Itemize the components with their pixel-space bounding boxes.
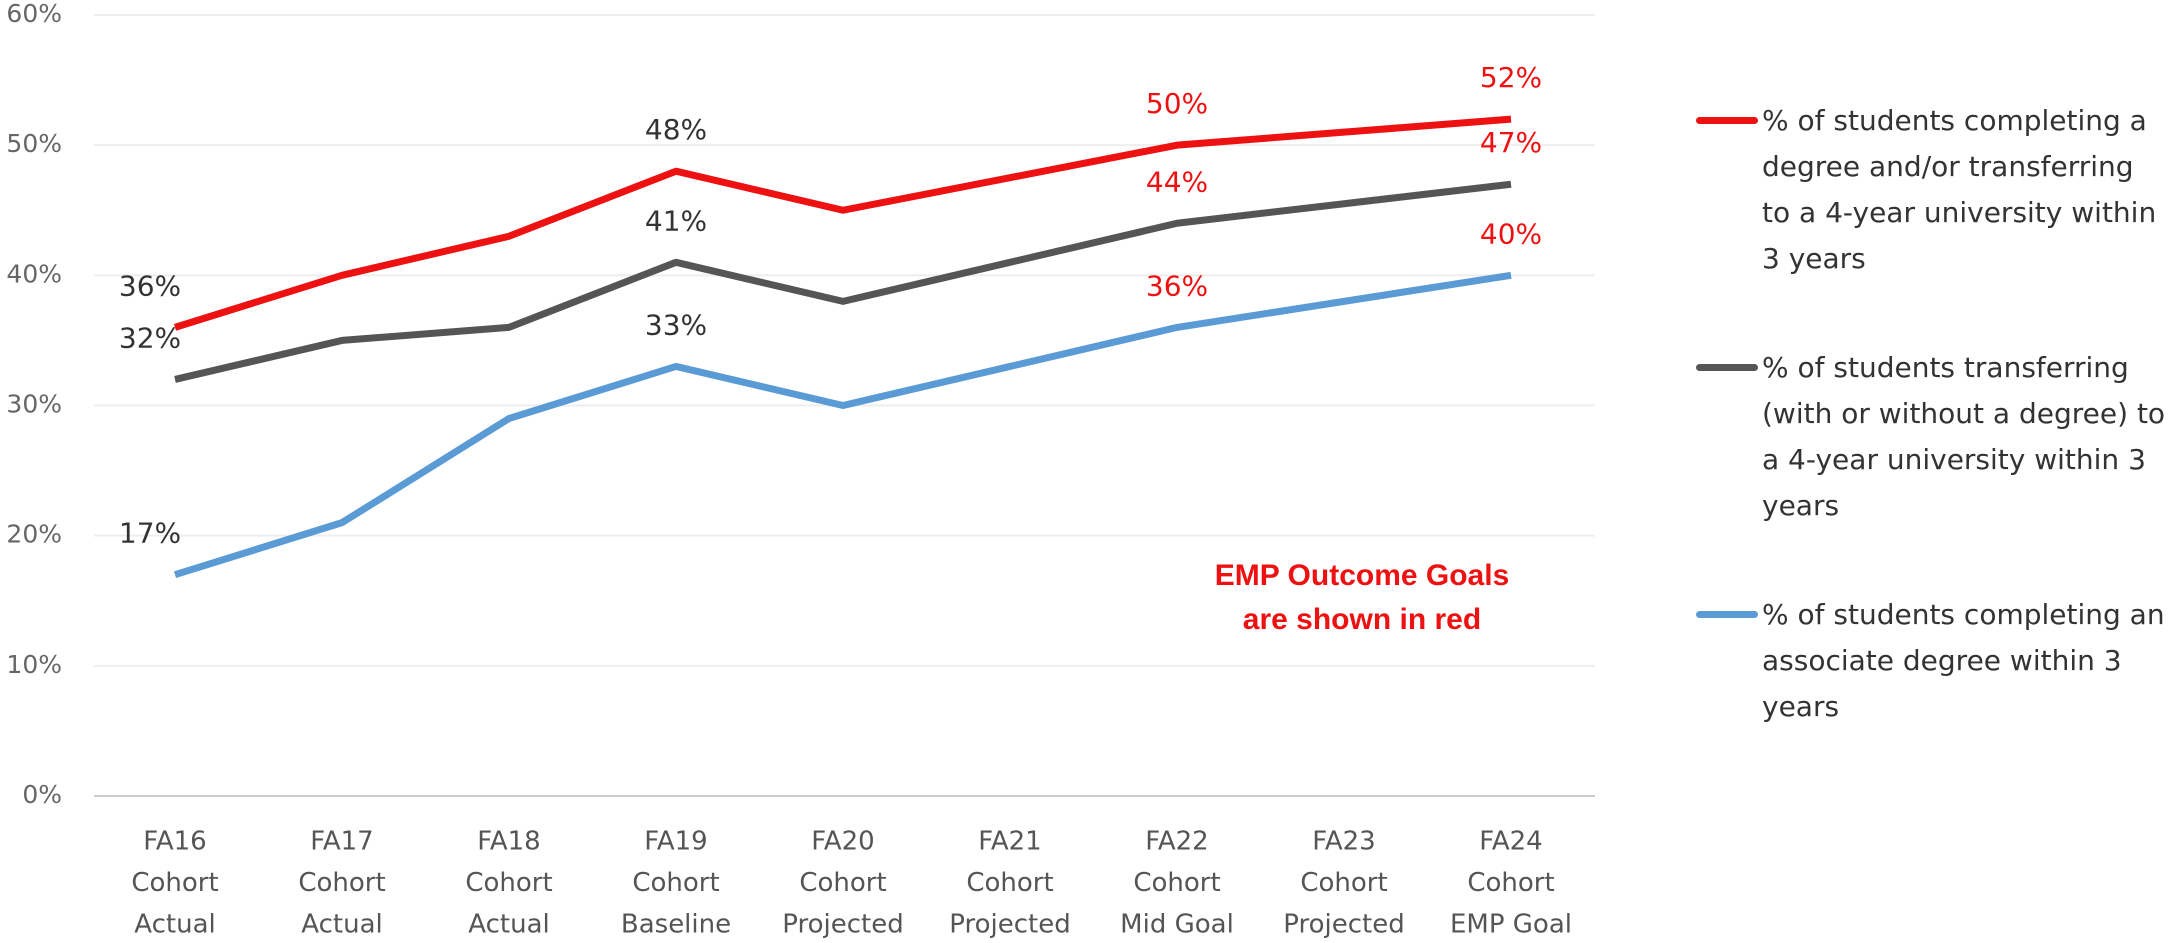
annotation: EMP Outcome Goals [1215, 559, 1510, 592]
x-tick-label: EMP Goal [1450, 910, 1572, 940]
annotation: are shown in red [1243, 603, 1481, 636]
data-label: 36% [119, 269, 181, 302]
x-tick-label: Cohort [298, 868, 385, 898]
x-tick-label: FA18 [477, 827, 540, 857]
x-tick-label: Actual [134, 910, 215, 940]
x-tick-label: Actual [301, 910, 382, 940]
x-tick-label: Cohort [1133, 868, 1220, 898]
series-line [174, 180, 1512, 383]
x-tick-label: Cohort [966, 868, 1053, 898]
x-tick-label: Projected [1283, 910, 1404, 940]
x-tick-label: FA24 [1479, 827, 1542, 857]
x-tick-label: Projected [782, 910, 903, 940]
y-tick-label: 20% [6, 520, 62, 549]
x-tick-label: Baseline [621, 910, 731, 940]
x-tick-label: Cohort [131, 868, 218, 898]
x-tick-label: FA23 [1312, 827, 1375, 857]
x-tick-label: FA21 [978, 827, 1041, 857]
data-label: 50% [1146, 87, 1208, 120]
series-line [173, 271, 1512, 579]
data-label: 48% [645, 113, 707, 146]
series-line [173, 115, 1512, 331]
x-tick-label: Cohort [1467, 868, 1554, 898]
data-label: 32% [119, 321, 181, 354]
x-tick-label: Projected [949, 910, 1070, 940]
legend-label: % of students completing a degree and/or… [1762, 104, 2157, 275]
legend-label: % of students transferring (with or with… [1762, 351, 2166, 522]
legend-swatch [1696, 117, 1758, 124]
x-tick-label: Mid Goal [1120, 910, 1234, 940]
x-tick-label: FA16 [143, 827, 206, 857]
y-tick-label: 30% [6, 390, 62, 419]
data-label: 52% [1480, 61, 1542, 94]
legend-swatch [1696, 364, 1758, 371]
x-tick-label: FA22 [1145, 827, 1208, 857]
y-tick-label: 50% [6, 129, 62, 158]
data-label: 40% [1480, 217, 1542, 250]
x-tick-label: Cohort [1300, 868, 1387, 898]
data-label: 41% [645, 204, 707, 237]
x-tick-label: FA17 [310, 827, 373, 857]
data-label: 47% [1480, 126, 1542, 159]
x-tick-label: Cohort [799, 868, 886, 898]
x-tick-label: Cohort [465, 868, 552, 898]
data-label: 33% [645, 308, 707, 341]
data-label: 44% [1146, 165, 1208, 198]
legend-label: % of students completing an associate de… [1762, 598, 2165, 723]
x-tick-label: FA20 [811, 827, 874, 857]
y-tick-label: 10% [6, 650, 62, 679]
y-tick-label: 0% [22, 780, 62, 809]
x-tick-label: FA19 [644, 827, 707, 857]
data-label: 36% [1146, 269, 1208, 302]
legend-item: % of students completing a degree and/or… [1696, 98, 2170, 282]
legend-swatch [1696, 611, 1758, 618]
y-tick-label: 40% [6, 259, 62, 288]
y-tick-label: 60% [6, 0, 62, 28]
legend-item: % of students transferring (with or with… [1696, 345, 2170, 529]
data-label: 17% [119, 517, 181, 550]
x-tick-label: Actual [468, 910, 549, 940]
legend-item: % of students completing an associate de… [1696, 592, 2170, 730]
x-tick-label: Cohort [632, 868, 719, 898]
